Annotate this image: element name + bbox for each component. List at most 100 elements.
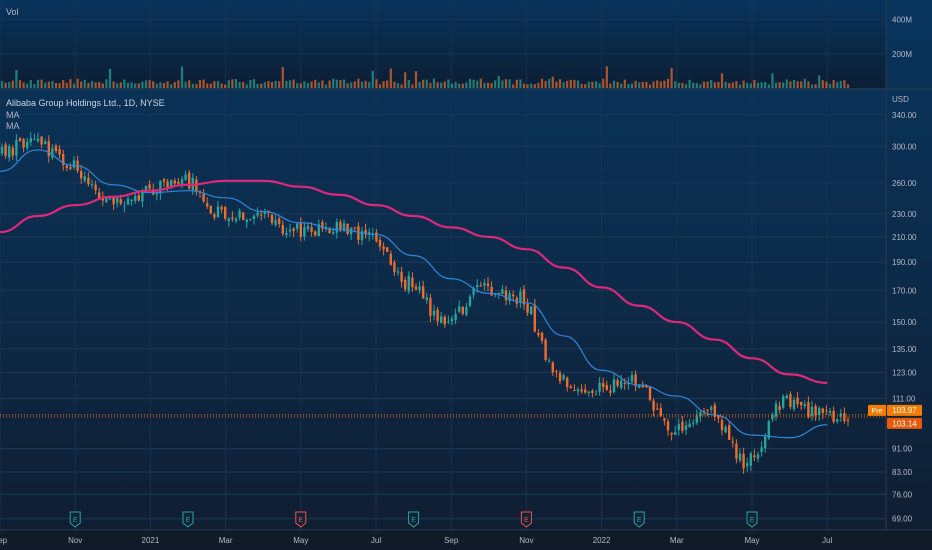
volume-bar (198, 80, 202, 88)
x-tick-label[interactable]: 2022 (593, 536, 611, 545)
volume-bar (184, 81, 187, 88)
earnings-flag[interactable] (182, 511, 194, 528)
volume-bar (51, 80, 54, 88)
volume-bar (288, 80, 292, 88)
volume-bar (69, 79, 72, 88)
earnings-flag[interactable] (295, 511, 307, 528)
volume-bar (828, 83, 832, 88)
x-tick-label[interactable]: Mar (219, 536, 233, 545)
volume-bar (242, 82, 245, 88)
candle-body (767, 421, 770, 439)
x-tick-label[interactable]: Sep (444, 536, 459, 545)
candle-body (749, 453, 752, 466)
x-tick-label[interactable]: Mar (670, 536, 684, 545)
earnings-marker[interactable]: E (520, 511, 532, 528)
candle-body (609, 390, 612, 393)
candle-body (800, 401, 803, 406)
volume-bar (353, 81, 356, 88)
earnings-flag[interactable] (69, 511, 81, 528)
earnings-marker[interactable]: E (746, 511, 758, 528)
volume-bar (166, 81, 169, 88)
x-tick-label[interactable]: May (293, 536, 308, 545)
x-tick-label[interactable]: Nov (68, 536, 82, 545)
volume-bar (656, 80, 659, 88)
candle-body (677, 424, 680, 430)
x-tick-label[interactable]: Nov (519, 536, 533, 545)
volume-bar (375, 79, 378, 88)
volume-bar (105, 79, 108, 88)
candle-body (162, 179, 166, 182)
volume-bar (263, 82, 266, 88)
time-axis[interactable]: Sep Nov 2021 Mar May Jul Sep Nov 2022 Mar May Jul (0, 536, 833, 545)
ma-label-2[interactable]: MA (6, 121, 20, 131)
candle-body (548, 360, 551, 362)
volume-bar (598, 83, 601, 88)
volume-bar (350, 82, 353, 88)
volume-bar (414, 71, 418, 88)
volume-bar (72, 83, 76, 88)
earnings-label: E (750, 517, 755, 524)
earnings-flag[interactable] (408, 511, 420, 528)
earnings-flag[interactable] (746, 511, 758, 528)
candle-body (508, 293, 511, 302)
volume-bar (252, 79, 256, 88)
volume-bar (29, 80, 32, 88)
earnings-marker[interactable]: E (408, 511, 420, 528)
x-tick-label[interactable]: Jul (371, 536, 381, 545)
volume-bar (774, 82, 778, 88)
earnings-marker[interactable]: E (69, 511, 81, 528)
candle-body (684, 425, 688, 430)
volume-bar (548, 78, 551, 88)
earnings-marker[interactable]: E (633, 511, 645, 528)
earnings-marker[interactable]: E (182, 511, 194, 528)
symbol-title[interactable]: Alibaba Group Holdings Ltd., 1D, NYSE (6, 98, 165, 108)
candle-body (760, 447, 763, 453)
candle-body (292, 228, 295, 231)
candle-body (188, 172, 191, 189)
volume-bar (206, 83, 209, 88)
volume-bar (846, 84, 850, 88)
candle-body (710, 407, 713, 410)
volume-bar (681, 82, 684, 88)
volume-bar (454, 81, 457, 88)
ma-label-1[interactable]: MA (6, 110, 20, 120)
candle-body (202, 193, 205, 202)
volume-bar (504, 79, 508, 88)
candle-body (486, 283, 490, 287)
volume-bar (486, 82, 490, 88)
volume-bar (152, 81, 155, 88)
price-axis[interactable]: 340.00 300.00 260.00 230.00 210.00 190.00 170.… (892, 111, 917, 524)
earnings-label: E (298, 517, 303, 524)
ma-slow-line[interactable] (0, 179, 828, 384)
x-tick-label[interactable]: Jul (822, 536, 832, 545)
volume-bar (573, 79, 576, 88)
volume-bar (310, 81, 313, 88)
earnings-flag[interactable] (520, 511, 532, 528)
volume-bar (188, 80, 191, 88)
candle-body (418, 286, 421, 290)
candle-body (468, 296, 472, 306)
volume-bar (735, 81, 738, 88)
candle-body (616, 380, 619, 386)
volume-bar (753, 79, 756, 88)
pre-price-tag (887, 404, 922, 416)
y-tick-label: 135.00 (892, 345, 917, 354)
candle-body (314, 231, 317, 236)
volume-bar (357, 78, 360, 88)
candle-body (195, 179, 198, 193)
x-tick-label[interactable]: 2021 (142, 536, 160, 545)
volume-bar (108, 68, 112, 88)
volume-bar (126, 82, 130, 88)
volume-bar (238, 81, 241, 88)
earnings-flag[interactable] (633, 511, 645, 528)
volume-bar (144, 80, 148, 88)
x-tick-label[interactable]: Sep (0, 536, 8, 545)
time-axis-background (0, 530, 932, 550)
volume-bar (501, 80, 504, 88)
volume-bar (605, 66, 608, 88)
x-tick-label[interactable]: May (744, 536, 759, 545)
volume-bar (587, 81, 590, 88)
candle-body (98, 192, 101, 200)
earnings-marker[interactable]: E (295, 511, 307, 528)
